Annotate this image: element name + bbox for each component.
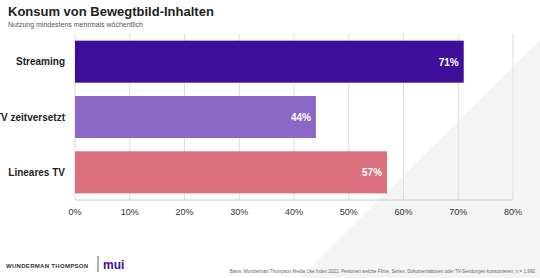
x-axis-line [75,200,513,201]
footnote: Basis: Wunderman Thompson Media Use Inde… [230,269,536,274]
tick-label: 10% [121,207,139,217]
tick-label: 30% [230,207,248,217]
logo-text: WUNDERMAN THOMPSON [6,263,88,269]
category-label: TV zeitversetzt [0,112,66,123]
bar [75,151,387,193]
data-label: 44% [291,112,311,123]
bar [75,96,316,138]
category-label: Lineares TV [8,167,65,178]
data-label: 57% [362,167,382,178]
tick-label: 50% [340,207,358,217]
bar [75,41,464,83]
data-label: 71% [439,57,459,68]
logo-text: mui [103,258,124,272]
tick-label: 70% [449,207,467,217]
tick-label: 40% [285,207,303,217]
grid-line [513,34,514,200]
grid [75,34,513,200]
category-label: Streaming [16,56,65,67]
tick-label: 0% [68,207,81,217]
title: Konsum von Bewegtbild-Inhalten [8,4,214,19]
chart-svg: Konsum von Bewegtbild-Inhalten Nutzung mi… [0,0,540,278]
bars [75,41,464,194]
tick-label: 20% [175,207,193,217]
logo-separator [98,256,99,272]
tick-label: 80% [504,207,522,217]
chart-container: Konsum von Bewegtbild-Inhalten Nutzung mi… [0,0,540,278]
subtitle: Nutzung mindestens mehrmals wöchentlich [8,21,143,29]
tick-label: 60% [394,207,412,217]
